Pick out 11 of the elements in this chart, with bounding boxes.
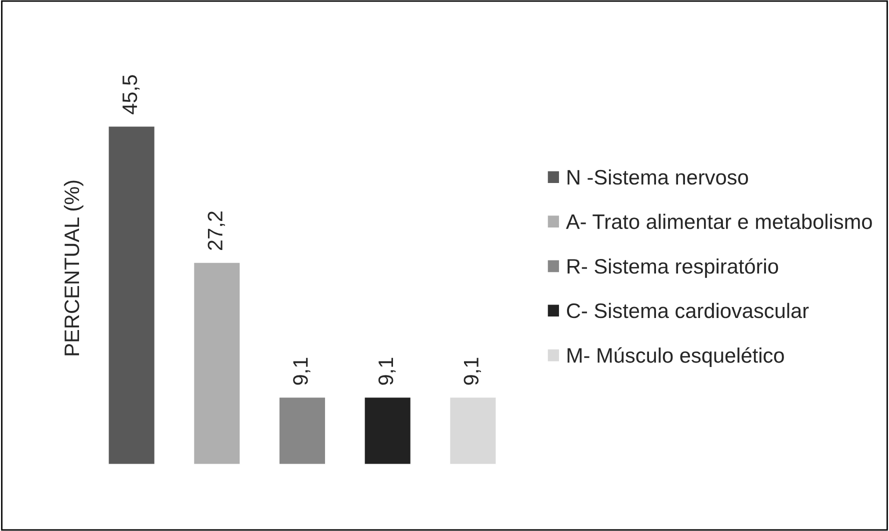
legend-label: A- Trato alimentar e metabolismo: [566, 214, 872, 230]
data-label: 9,1: [378, 358, 396, 385]
legend-label: N -Sistema nervoso: [568, 169, 748, 185]
y-axis-title: PERCENTUAL (%): [64, 180, 84, 356]
data-label: 27,2: [208, 212, 225, 250]
data-label: 45,5: [122, 75, 140, 114]
legend-label: C- Sistema cardiovascular: [566, 302, 809, 318]
data-label: 9,1: [293, 358, 310, 385]
data-label: 9,1: [464, 358, 481, 385]
legend-label: M- Músculo esquelético: [568, 347, 784, 367]
legend-label: R- Sistema respiratório: [568, 258, 778, 278]
